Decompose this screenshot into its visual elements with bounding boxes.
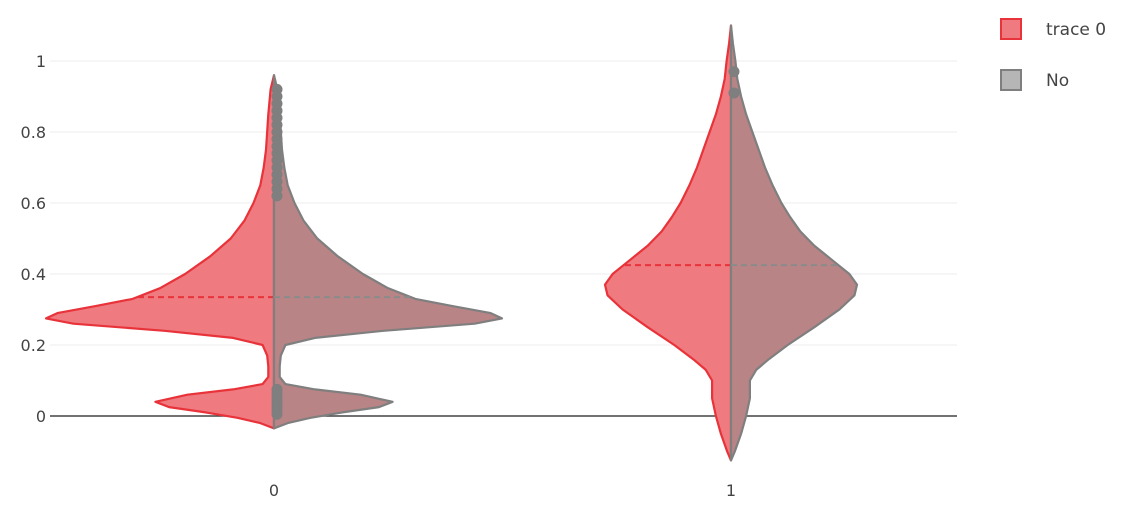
y-tick-label: 0 [36, 407, 46, 426]
x-tick-label: 0 [269, 481, 279, 500]
gridlines [50, 60, 957, 417]
outlier-point[interactable] [271, 383, 283, 395]
legend-item[interactable]: No [1000, 69, 1069, 91]
legend-swatch [1000, 18, 1022, 40]
violin-layer [44, 24, 859, 462]
y-tick-label: 0.4 [21, 265, 46, 284]
outlier-point[interactable] [271, 83, 283, 95]
outlier-point[interactable] [728, 66, 740, 78]
outlier-point[interactable] [728, 87, 740, 99]
legend-swatch [1000, 69, 1022, 91]
violin-right-1[interactable] [729, 24, 859, 462]
violin-right-0[interactable] [272, 74, 504, 430]
y-tick-label: 0.8 [21, 123, 46, 142]
legend-item[interactable]: trace 0 [1000, 18, 1106, 40]
legend-label: trace 0 [1046, 20, 1106, 40]
legend-label: No [1046, 71, 1069, 91]
y-tick-label: 0.6 [21, 194, 46, 213]
x-tick-label: 1 [726, 481, 736, 500]
y-axis: 0 0.2 0.4 0.6 0.8 1 [21, 52, 46, 426]
y-tick-label: 0.2 [21, 336, 46, 355]
y-tick-label: 1 [36, 52, 46, 71]
legend[interactable]: trace 0 No [1000, 18, 1106, 91]
violin-left-1[interactable] [603, 24, 733, 462]
violin-left-0[interactable] [44, 74, 276, 430]
